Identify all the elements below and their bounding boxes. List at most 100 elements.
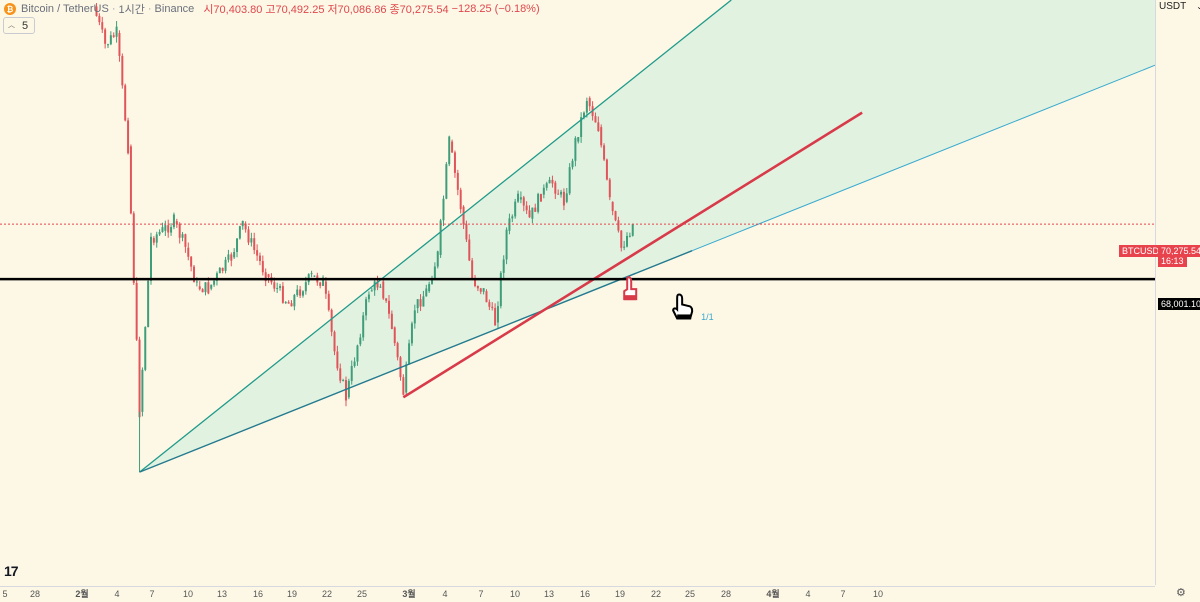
candle-body: [250, 238, 253, 243]
time-tick-label: 13: [544, 589, 554, 599]
candle-body: [238, 226, 241, 239]
candle-body: [258, 255, 261, 262]
candle-body: [554, 182, 557, 194]
candle-body: [193, 266, 196, 283]
candle-body: [505, 229, 508, 260]
candle-body: [485, 291, 488, 303]
time-tick-label: 19: [287, 589, 297, 599]
candle-body: [95, 6, 98, 16]
candle-body: [221, 267, 224, 271]
time-tick-label: 3월: [402, 588, 415, 599]
candle-body: [531, 207, 534, 219]
exchange-label: Binance: [154, 3, 195, 15]
candle-body: [600, 127, 603, 146]
candle-body: [626, 235, 629, 247]
time-tick-label: 28: [721, 589, 731, 599]
tradingview-logo[interactable]: 17: [4, 563, 19, 579]
candle-body: [236, 238, 239, 252]
candle-body: [190, 256, 193, 267]
candle-body: [144, 327, 147, 370]
candle-body: [620, 230, 623, 248]
time-tick-label: 10: [183, 589, 193, 599]
candle-body: [603, 145, 606, 160]
currency-label: USDT: [1159, 1, 1187, 12]
time-axis[interactable]: [0, 586, 1155, 602]
time-tick-label: 25: [357, 589, 367, 599]
candle-body: [210, 284, 213, 289]
candle-body: [468, 239, 471, 261]
candle-body: [336, 351, 339, 369]
price-scale[interactable]: [1155, 0, 1200, 585]
candle-body: [273, 282, 276, 289]
candle-body: [155, 234, 158, 243]
change-value: −128.25 (−0.18%): [451, 3, 540, 15]
candle-body: [568, 167, 571, 194]
candle-body: [195, 281, 198, 283]
time-tick-label: 25: [685, 589, 695, 599]
candle-body: [109, 35, 112, 45]
last-price-tag: 70,275.54: [1158, 245, 1200, 257]
candle-body: [218, 267, 221, 274]
trend-line-red: [402, 111, 863, 399]
candle-body: [548, 179, 551, 184]
interval-label[interactable]: 1시간: [118, 4, 145, 16]
close-value: 종70,275.54: [389, 4, 449, 16]
candle-body: [499, 272, 502, 307]
time-tick-label: 2월: [75, 588, 88, 599]
candle-body: [410, 323, 413, 344]
symbol-tag: BTCUSDT: [1119, 245, 1168, 257]
symbol-name[interactable]: Bitcoin / TetherUS: [21, 3, 109, 15]
candle-body: [121, 56, 124, 86]
candle-body: [617, 220, 620, 231]
candle-body: [542, 187, 545, 195]
time-tick-label: 7: [149, 589, 154, 599]
candle-body: [479, 288, 482, 292]
candle-body: [115, 26, 118, 37]
low-value: 저70,086.86: [327, 4, 387, 16]
time-tick-label: 16: [580, 589, 590, 599]
candle-body: [127, 120, 130, 154]
candle-body: [390, 313, 393, 329]
currency-selector[interactable]: USDT ⌄: [1159, 1, 1200, 12]
candle-body: [393, 327, 396, 344]
candle-body: [528, 210, 531, 218]
candle-body: [287, 302, 290, 304]
candle-body: [230, 254, 233, 261]
candle-body: [496, 306, 499, 323]
candle-body: [330, 309, 333, 332]
candle-body: [385, 298, 388, 301]
time-tick-label: 4: [442, 589, 447, 599]
time-tick-label: 16: [253, 589, 263, 599]
candle-body: [181, 234, 184, 238]
channel-lower-extension: [691, 64, 1156, 252]
candle-body: [324, 281, 327, 294]
candle-body: [431, 279, 434, 284]
candle-body: [494, 307, 497, 326]
candle-body: [462, 206, 465, 225]
candle-body: [517, 193, 520, 202]
time-tick-label: 13: [217, 589, 227, 599]
time-tick-label: 22: [322, 589, 332, 599]
time-tick-label: 7: [840, 589, 845, 599]
candle-body: [382, 281, 385, 299]
symbol-legend: ₿ Bitcoin / TetherUS · 1시간 · Binance 시70…: [4, 1, 540, 17]
candle-body: [514, 201, 517, 217]
candle-body: [304, 282, 307, 292]
candle-body: [319, 282, 322, 286]
settings-icon[interactable]: ⚙: [1176, 587, 1186, 599]
candle-body: [537, 193, 540, 212]
time-tick-label: 28: [30, 589, 40, 599]
candle-body: [333, 331, 336, 352]
candle-body: [296, 289, 299, 296]
candle-body: [370, 290, 373, 292]
candle-body: [132, 213, 135, 283]
candle-body: [170, 227, 173, 233]
indicator-toggle-button[interactable]: ︿ 5: [3, 17, 35, 34]
candle-body: [104, 29, 107, 44]
candle-body: [299, 289, 302, 296]
candle-body: [301, 291, 304, 296]
candle-body: [172, 214, 175, 228]
candle-body: [339, 368, 342, 381]
candle-body: [167, 225, 170, 233]
